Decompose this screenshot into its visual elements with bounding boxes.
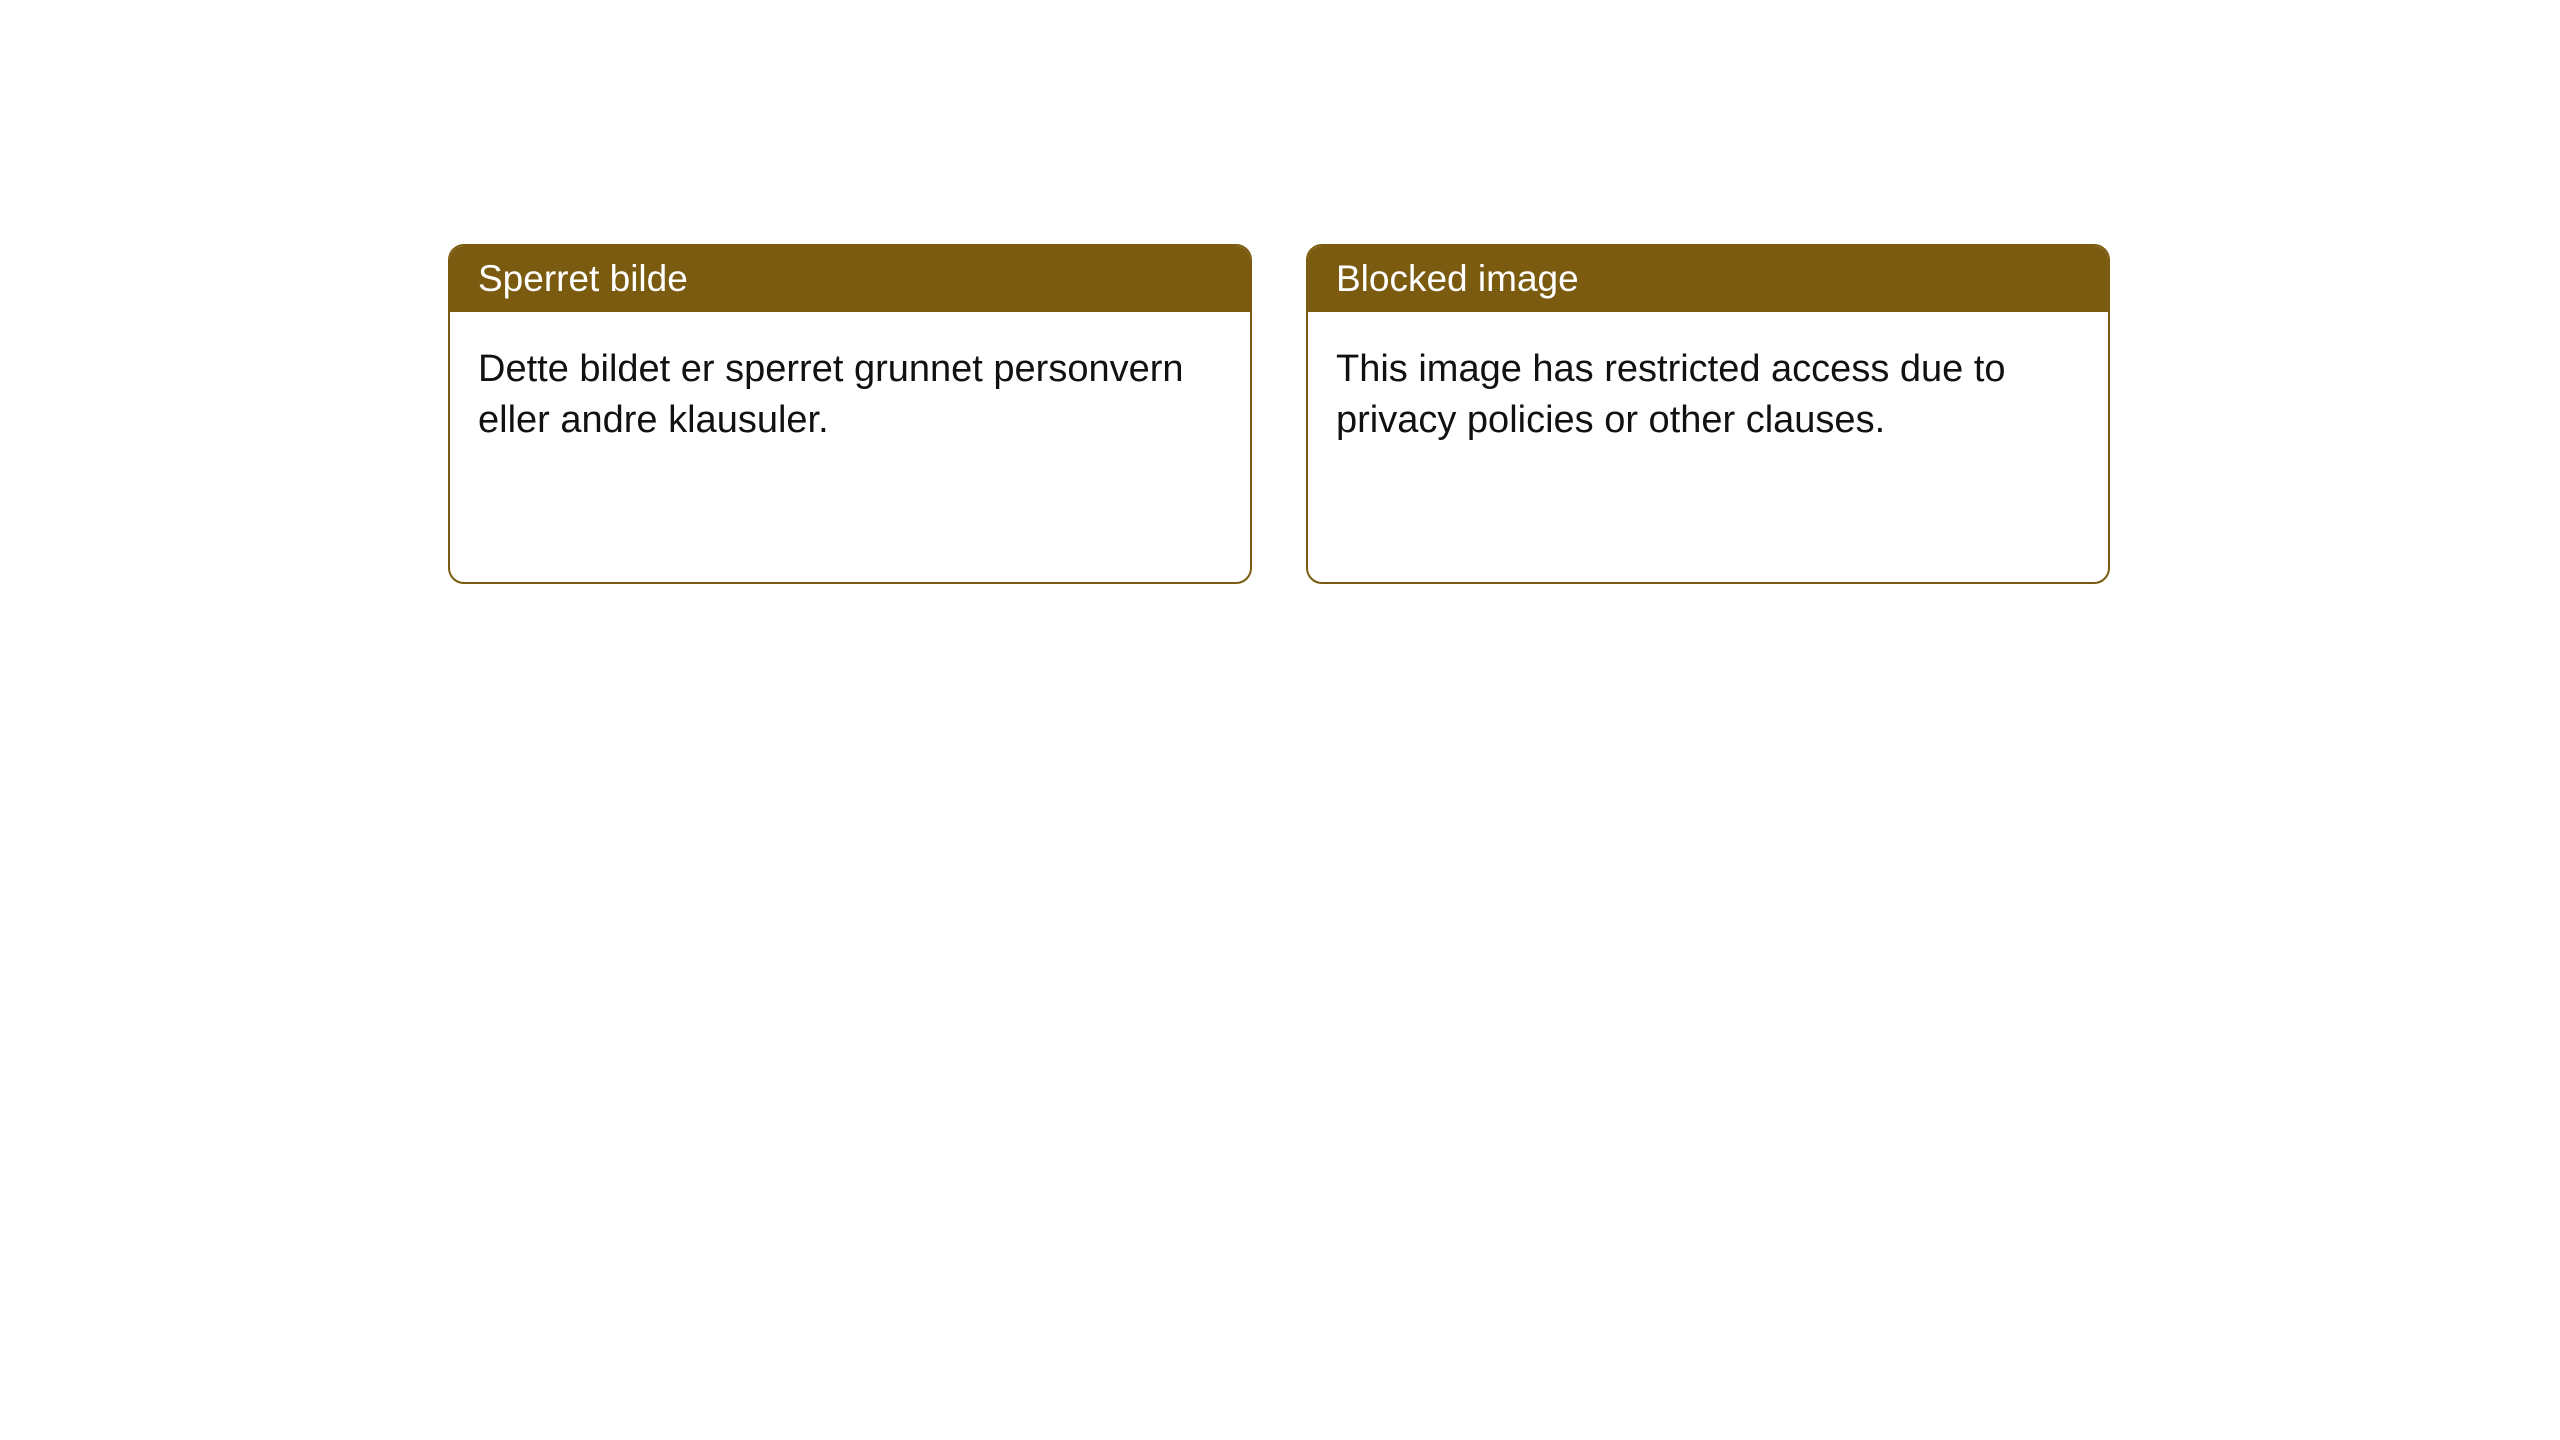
notice-card-norwegian: Sperret bilde Dette bildet er sperret gr… <box>448 244 1252 584</box>
notice-title: Sperret bilde <box>478 258 688 299</box>
notice-header: Blocked image <box>1308 246 2108 312</box>
notice-text: Dette bildet er sperret grunnet personve… <box>478 348 1184 441</box>
notice-title: Blocked image <box>1336 258 1579 299</box>
notice-header: Sperret bilde <box>450 246 1250 312</box>
notice-card-english: Blocked image This image has restricted … <box>1306 244 2110 584</box>
notice-container: Sperret bilde Dette bildet er sperret gr… <box>0 0 2560 584</box>
notice-text: This image has restricted access due to … <box>1336 348 2006 441</box>
notice-body: This image has restricted access due to … <box>1308 312 2108 582</box>
notice-body: Dette bildet er sperret grunnet personve… <box>450 312 1250 582</box>
